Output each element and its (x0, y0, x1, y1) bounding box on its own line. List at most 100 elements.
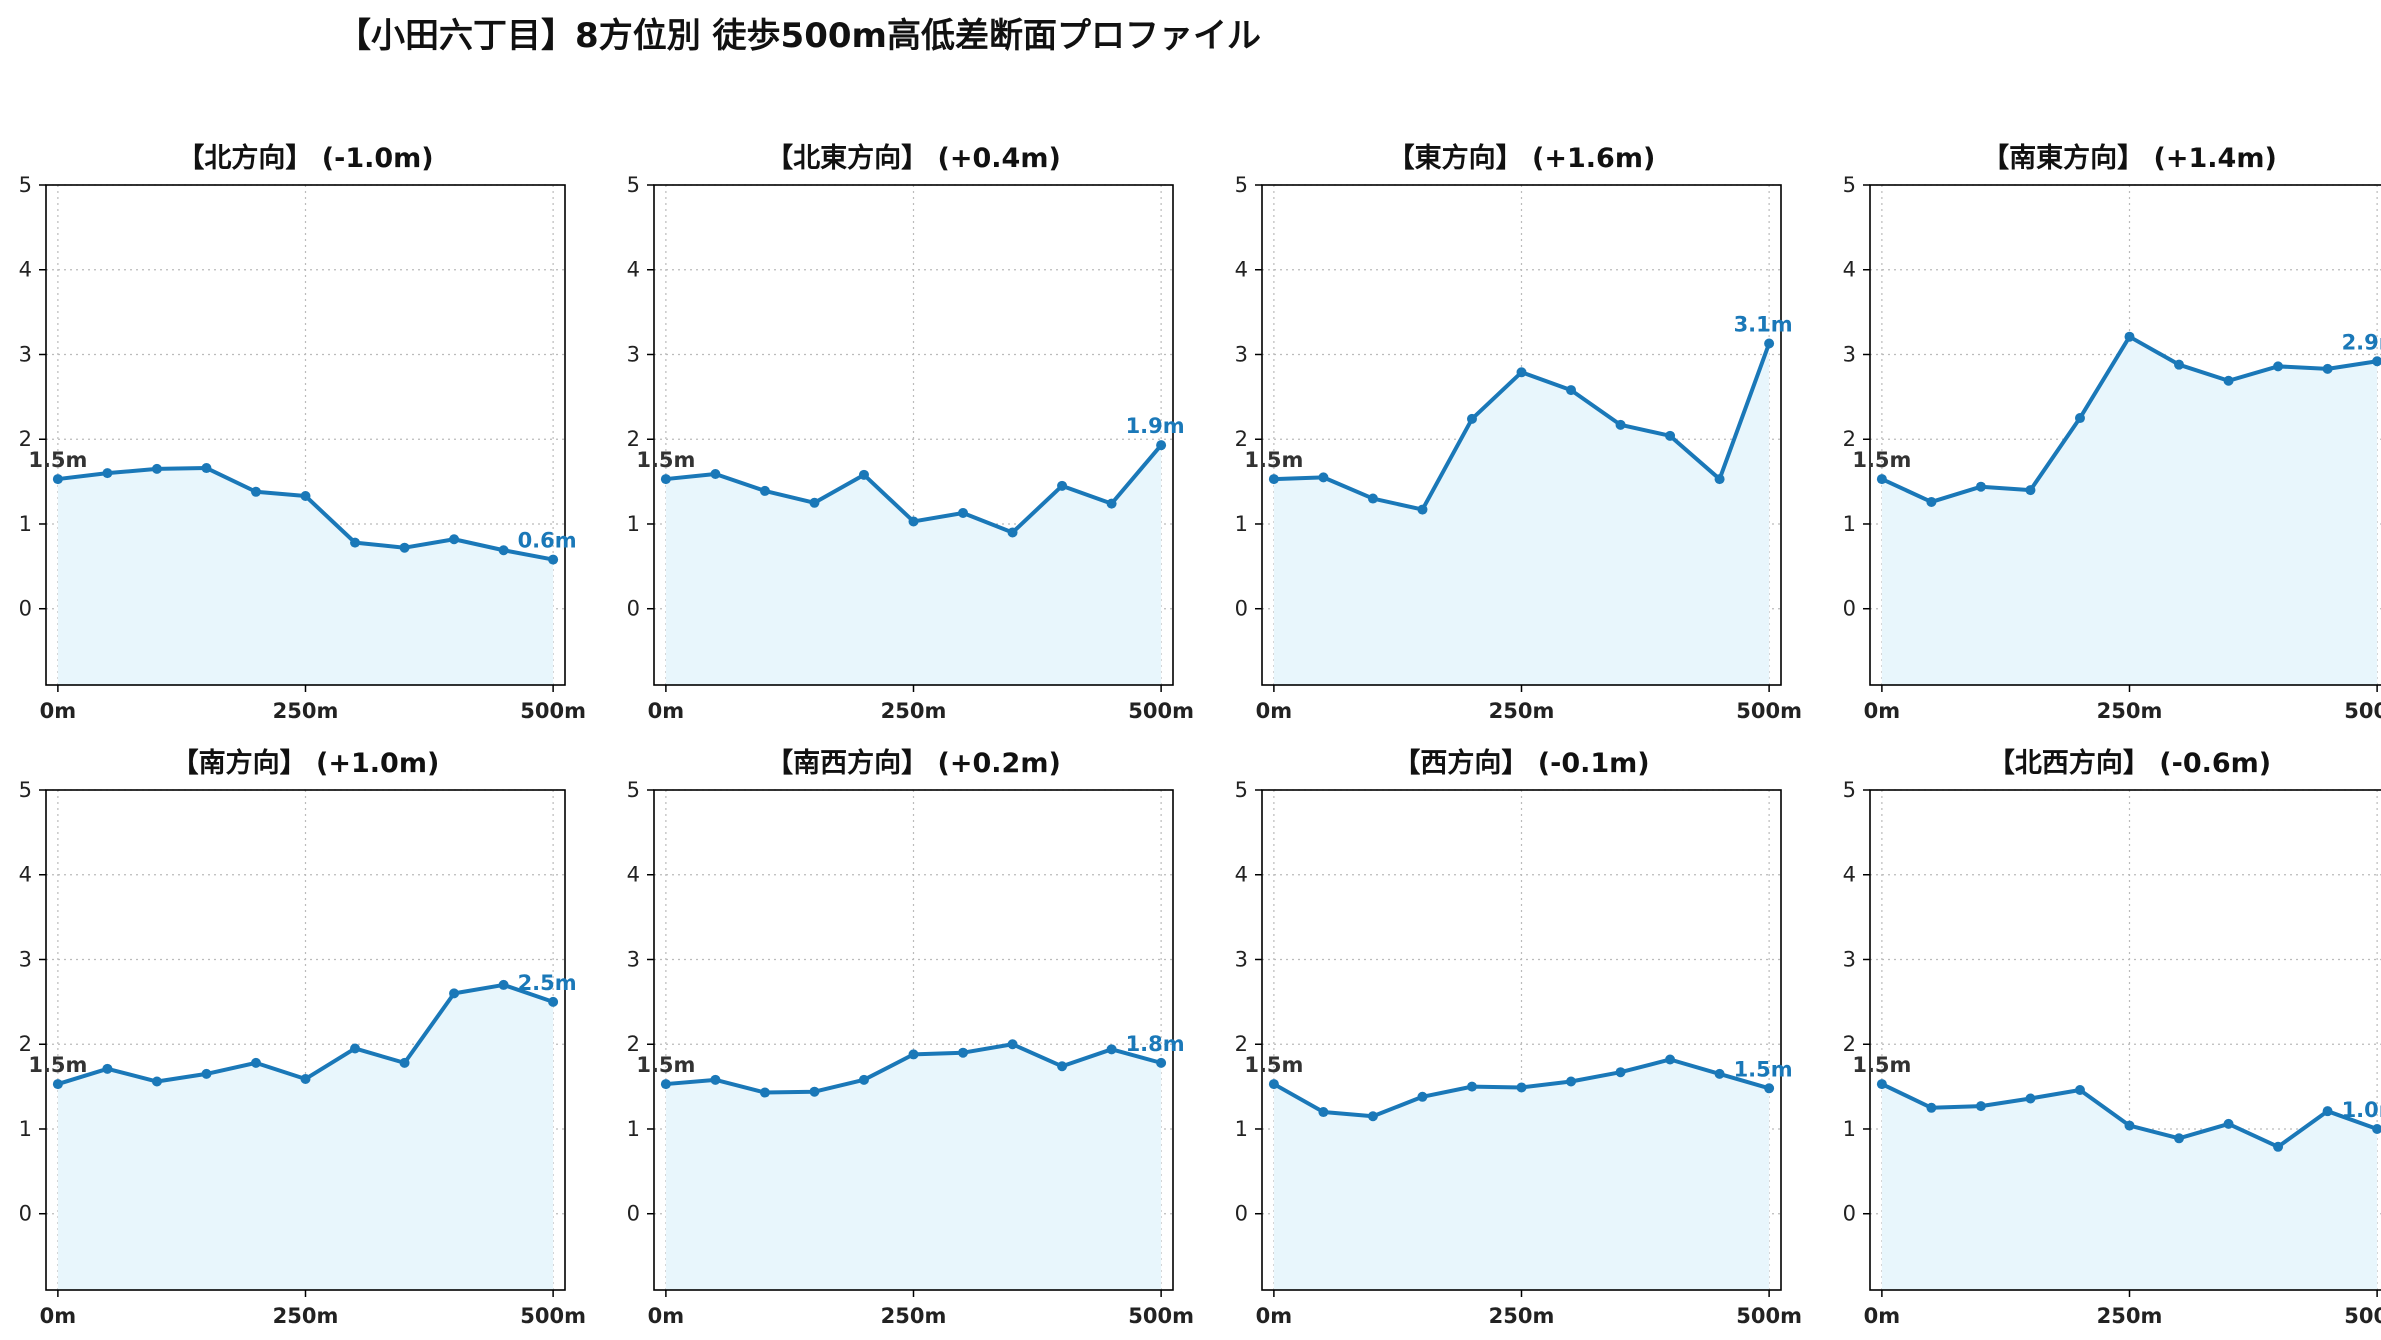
y-tick-label: 2 (1843, 1032, 1856, 1056)
data-point (2074, 1085, 2085, 1095)
data-point (1926, 1102, 1937, 1113)
data-point (449, 534, 460, 545)
y-tick-label: 1 (19, 1117, 32, 1141)
x-tick-label: 500m (1128, 699, 1194, 723)
start-elevation-label: 1.5m (636, 1053, 695, 1077)
data-point (1417, 1091, 1428, 1102)
area-fill (1273, 1059, 1770, 1290)
y-tick-label: 3 (627, 342, 640, 366)
data-point (1106, 498, 1117, 509)
chart-panel: 【北東方向】 (+0.4m) 0 1 2 3 4 5 0m 250m 500m 1.5m 1.9m (627, 142, 1194, 723)
y-tick-label: 5 (627, 778, 640, 802)
y-tick-label: 5 (19, 778, 32, 802)
data-point (151, 1076, 162, 1087)
y-tick-label: 0 (1235, 1202, 1248, 1226)
y-tick-label: 0 (627, 597, 640, 621)
x-tick-label: 0m (648, 1304, 685, 1328)
plot-frame (653, 184, 1174, 686)
start-elevation-label: 1.5m (1852, 448, 1911, 472)
y-tick-label: 4 (627, 863, 640, 887)
x-tick-label: 500m (1736, 1304, 1802, 1328)
data-point (2074, 413, 2085, 424)
data-point (1516, 1082, 1527, 1093)
figure-title: 【小田六丁目】8方位別 徒歩500m高低差断面プロファイル (337, 16, 1261, 56)
y-tick-label: 2 (1235, 1032, 1248, 1056)
data-point (1665, 1054, 1676, 1065)
data-point (2124, 331, 2135, 342)
data-point (2223, 1118, 2234, 1129)
data-point (1466, 1081, 1477, 1092)
data-point (201, 1068, 212, 1079)
data-point (1516, 367, 1527, 378)
data-point (399, 542, 410, 553)
start-elevation-label: 1.5m (1244, 1053, 1303, 1077)
x-tick-label: 0m (1864, 1304, 1901, 1328)
panel-title: 【西方向】 (-0.1m) (1393, 747, 1649, 779)
data-point (1714, 474, 1725, 485)
panel-title: 【北東方向】 (+0.4m) (766, 142, 1061, 174)
data-point (2273, 1141, 2284, 1152)
data-point (151, 463, 162, 474)
data-point (908, 516, 919, 527)
y-tick-label: 2 (19, 1032, 32, 1056)
x-tick-label: 500m (2344, 699, 2381, 723)
chart-panel: 【西方向】 (-0.1m) 0 1 2 3 4 5 0m 250m 500m 1.5m 1.5m (1235, 747, 1802, 1328)
y-tick-label: 2 (627, 1032, 640, 1056)
data-point (1975, 1101, 1986, 1112)
y-tick-label: 4 (1843, 258, 1856, 282)
y-tick-label: 2 (19, 427, 32, 451)
panel-title: 【南方向】 (+1.0m) (172, 747, 440, 779)
y-tick-label: 1 (627, 512, 640, 536)
y-tick-label: 0 (627, 1202, 640, 1226)
data-point (1106, 1044, 1117, 1055)
y-tick-label: 3 (627, 947, 640, 971)
data-point (449, 988, 460, 999)
y-tick-label: 1 (19, 512, 32, 536)
y-tick-label: 3 (1843, 947, 1856, 971)
panel-title: 【南西方向】 (+0.2m) (766, 747, 1061, 779)
x-tick-label: 0m (40, 1304, 77, 1328)
y-tick-label: 5 (1235, 778, 1248, 802)
data-point (1876, 1079, 1887, 1090)
plot-frame (1261, 184, 1782, 686)
data-point (1268, 474, 1279, 485)
y-tick-label: 3 (1235, 342, 1248, 366)
y-tick-label: 4 (19, 863, 32, 887)
data-point (1876, 474, 1887, 485)
chart-panel: 【南東方向】 (+1.4m) 0 1 2 3 4 5 0m 250m 500m 1.5m 2.9m (1843, 142, 2381, 723)
chart-panel: 【北西方向】 (-0.6m) 0 1 2 3 4 5 0m 250m 500m 1.5m 1.0m (1843, 747, 2381, 1328)
data-point (2025, 1093, 2036, 1104)
y-tick-label: 5 (1235, 173, 1248, 197)
y-tick-label: 4 (1235, 863, 1248, 887)
area-fill (1881, 336, 2378, 685)
data-point (1367, 493, 1378, 504)
data-point (399, 1057, 410, 1068)
panel-title: 【北方向】 (-1.0m) (177, 142, 433, 174)
y-tick-label: 5 (1843, 173, 1856, 197)
y-tick-label: 1 (1235, 1117, 1248, 1141)
x-tick-label: 250m (273, 699, 339, 723)
y-tick-label: 0 (1843, 597, 1856, 621)
data-point (759, 485, 770, 496)
x-tick-label: 0m (1864, 699, 1901, 723)
data-point (548, 996, 559, 1007)
y-tick-label: 1 (1843, 1117, 1856, 1141)
plot-frame (653, 789, 1174, 1291)
data-point (759, 1087, 770, 1098)
data-point (710, 468, 721, 479)
end-elevation-label: 1.0m (2342, 1098, 2381, 1122)
data-point (1764, 1083, 1775, 1094)
data-point (1367, 1111, 1378, 1122)
data-point (52, 474, 63, 485)
data-point (201, 463, 212, 474)
data-point (548, 554, 559, 565)
area-fill (1273, 343, 1770, 685)
y-tick-label: 0 (1235, 597, 1248, 621)
data-point (1318, 472, 1329, 483)
data-point (2174, 1133, 2185, 1144)
chart-panel: 【北方向】 (-1.0m) 0 1 2 3 4 5 0m 250m 500m 1.5m 0.6m (19, 142, 586, 723)
data-point (1566, 385, 1577, 396)
x-tick-label: 500m (1736, 699, 1802, 723)
data-point (958, 507, 969, 518)
data-point (1156, 440, 1167, 451)
